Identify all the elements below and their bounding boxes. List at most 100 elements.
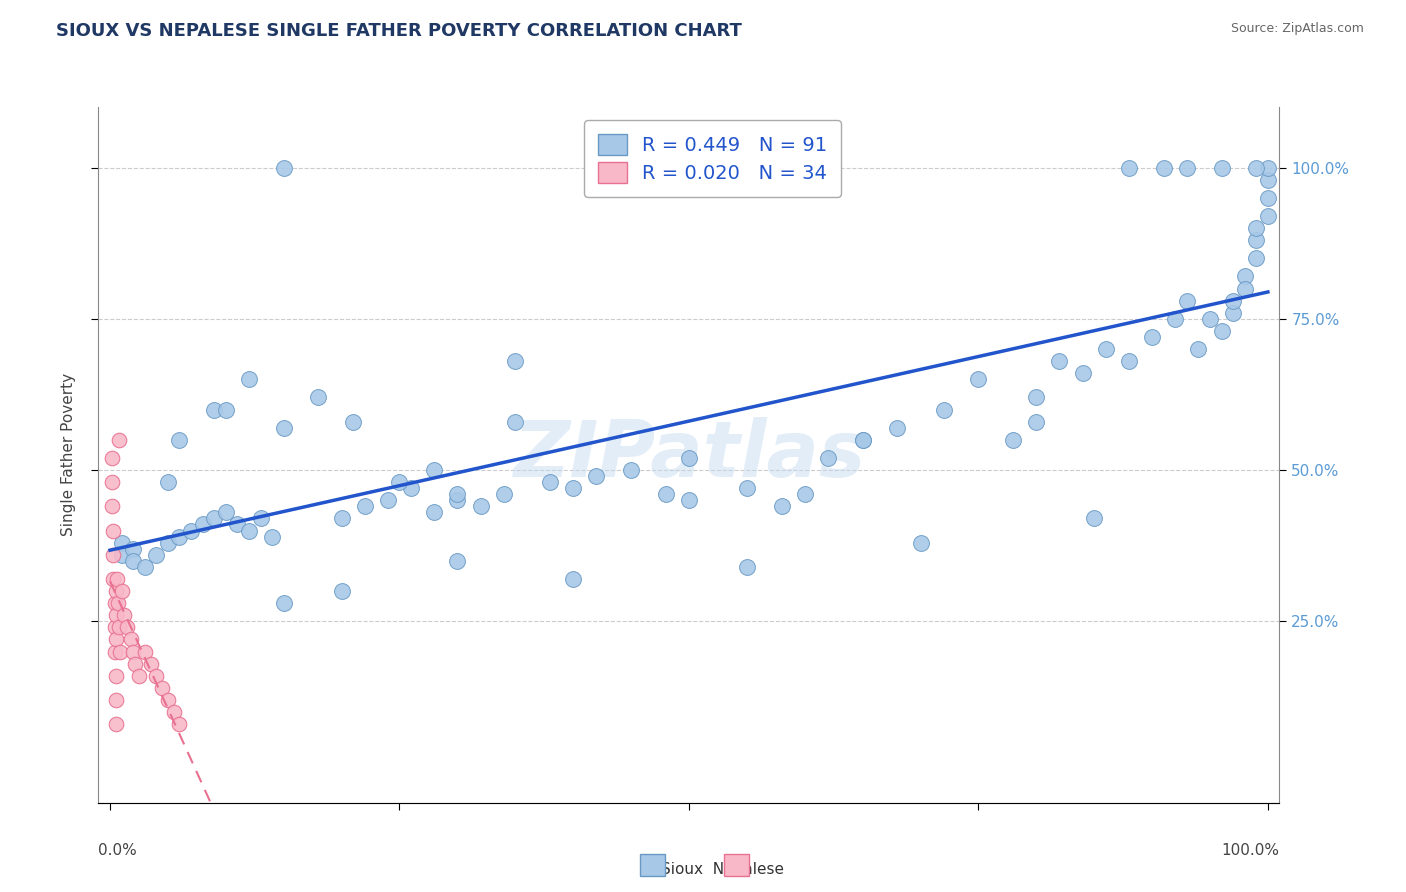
Point: [735, 481, 758, 495]
Text: 0.0%: 0.0%: [98, 843, 138, 858]
Point: [273, 161, 295, 175]
Point: [104, 644, 127, 658]
Point: [103, 548, 125, 562]
Point: [1257, 209, 1279, 223]
Point: [446, 487, 468, 501]
Point: [492, 487, 515, 501]
Point: [1175, 161, 1198, 175]
Point: [169, 433, 191, 447]
Point: [215, 505, 238, 519]
Point: [886, 420, 908, 434]
Point: [342, 415, 364, 429]
Point: [156, 475, 179, 490]
Point: [104, 596, 127, 610]
Text: ZIPatlas: ZIPatlas: [513, 417, 865, 493]
Point: [353, 500, 375, 514]
Point: [134, 644, 156, 658]
Point: [446, 493, 468, 508]
Text: SIOUX VS NEPALESE SINGLE FATHER POVERTY CORRELATION CHART: SIOUX VS NEPALESE SINGLE FATHER POVERTY …: [56, 22, 742, 40]
Point: [503, 354, 526, 368]
Point: [104, 669, 127, 683]
Point: [562, 481, 585, 495]
Point: [470, 500, 492, 514]
Point: [145, 669, 167, 683]
Point: [262, 530, 284, 544]
Point: [117, 620, 139, 634]
Point: [1187, 342, 1209, 356]
Point: [1246, 221, 1268, 235]
Point: [562, 572, 585, 586]
Point: [1175, 293, 1198, 308]
Point: [1071, 366, 1094, 380]
Point: [110, 548, 132, 562]
Point: [110, 644, 132, 658]
Point: [150, 681, 173, 695]
Point: [446, 554, 468, 568]
Point: [163, 705, 186, 719]
Point: [180, 524, 202, 538]
Point: [101, 475, 124, 490]
Point: [122, 554, 145, 568]
Point: [156, 693, 179, 707]
Y-axis label: Single Father Poverty: Single Father Poverty: [60, 374, 76, 536]
Point: [104, 584, 127, 599]
Point: [1211, 324, 1233, 338]
Point: [105, 572, 128, 586]
Point: [932, 402, 955, 417]
Point: [585, 469, 607, 483]
Point: [1083, 511, 1105, 525]
Point: [1025, 391, 1047, 405]
Point: [104, 620, 127, 634]
Point: [655, 487, 678, 501]
Point: [128, 669, 150, 683]
Point: [156, 535, 179, 549]
Point: [852, 433, 875, 447]
Point: [1246, 161, 1268, 175]
Point: [104, 608, 127, 623]
Point: [1153, 161, 1175, 175]
Point: [1257, 191, 1279, 205]
Point: [101, 450, 124, 465]
Point: [377, 493, 399, 508]
Point: [169, 717, 191, 731]
Point: [1246, 233, 1268, 247]
Point: [1118, 161, 1140, 175]
Point: [249, 511, 271, 525]
Point: [330, 584, 353, 599]
Point: [226, 517, 249, 532]
Point: [620, 463, 643, 477]
Point: [538, 475, 561, 490]
Point: [1049, 354, 1071, 368]
Point: [967, 372, 990, 386]
Point: [101, 500, 124, 514]
Point: [112, 608, 135, 623]
Point: [793, 487, 815, 501]
Point: [191, 517, 214, 532]
Text: 100.0%: 100.0%: [1222, 843, 1279, 858]
Point: [122, 644, 145, 658]
Point: [273, 420, 295, 434]
Point: [1140, 330, 1163, 344]
Point: [202, 402, 225, 417]
Point: [120, 632, 142, 647]
Point: [107, 596, 129, 610]
Point: [330, 511, 353, 525]
Point: [678, 450, 700, 465]
Point: [1222, 293, 1244, 308]
Point: [108, 433, 131, 447]
Point: [108, 620, 131, 634]
Point: [238, 524, 260, 538]
Point: [169, 530, 191, 544]
Point: [817, 450, 839, 465]
Text: Nepalese: Nepalese: [703, 863, 785, 877]
Point: [202, 511, 225, 525]
Point: [110, 535, 132, 549]
Point: [1246, 252, 1268, 266]
Point: [735, 559, 758, 574]
Point: [1002, 433, 1025, 447]
Point: [238, 372, 260, 386]
Point: [423, 505, 446, 519]
Legend: R = 0.449   N = 91, R = 0.020   N = 34: R = 0.449 N = 91, R = 0.020 N = 34: [583, 120, 841, 196]
Point: [139, 657, 162, 671]
Point: [110, 584, 132, 599]
